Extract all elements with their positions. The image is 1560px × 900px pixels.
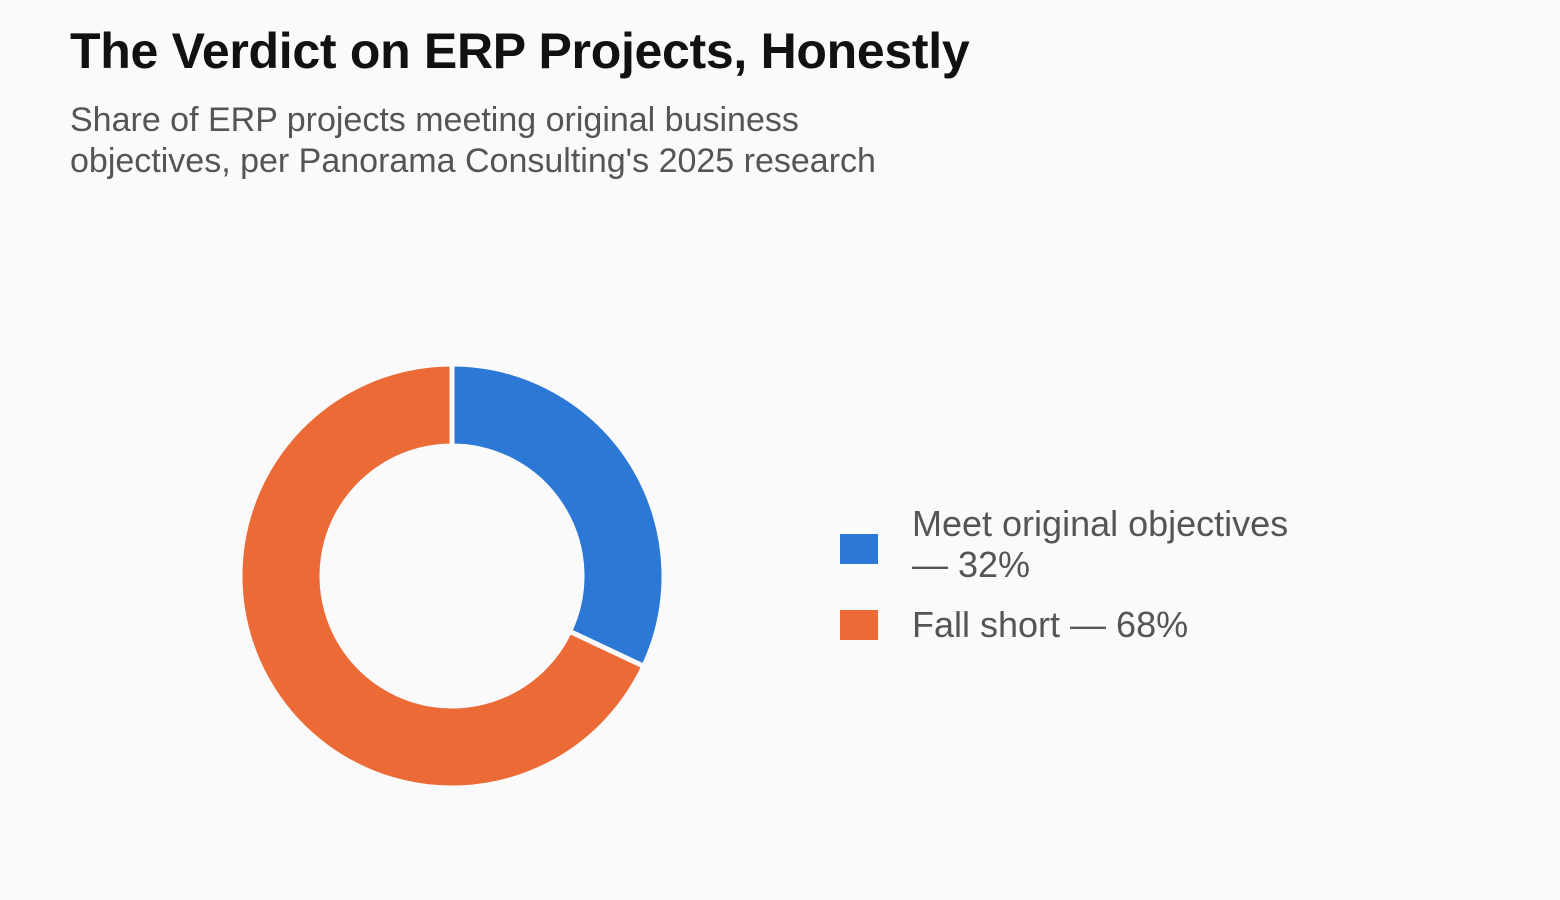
donut-slices — [237, 361, 667, 791]
chart-subtitle: Share of ERP projects meeting original b… — [70, 100, 876, 182]
legend-item-fall-short: Fall short — 68% — [840, 604, 1480, 645]
legend-label: — 32% — [912, 544, 1031, 585]
legend-item-meet-objectives: Meet original objectives — 32% — [840, 503, 1480, 585]
chart-subtitle-line: Share of ERP projects meeting original b… — [70, 101, 799, 139]
legend-swatch-fall-short — [840, 610, 878, 640]
legend-label: Fall short — 68% — [912, 604, 1189, 645]
legend-label: Meet original objectives — [912, 503, 1289, 544]
chart-subtitle-line: objectives, per Panorama Consulting's 20… — [70, 142, 876, 180]
legend-swatch-meet-objectives — [840, 534, 878, 564]
legend: Meet original objectives — 32% Fall shor… — [840, 503, 1480, 645]
donut-slice-fall-short — [237, 361, 648, 791]
donut-slice-meet-original-objectives — [449, 361, 667, 670]
chart-title: The Verdict on ERP Projects, Honestly — [70, 23, 970, 79]
